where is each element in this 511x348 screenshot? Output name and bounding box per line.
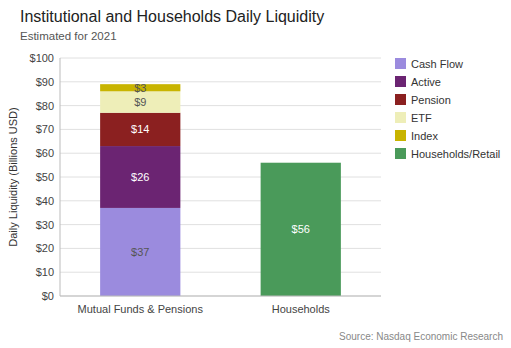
source: Source: Nasdaq Economic Research xyxy=(339,331,503,342)
legend: Cash Flow Active Pension ETF Index Households… xyxy=(395,58,500,160)
y-tick-label: $100 xyxy=(30,52,54,64)
legend-label: Active xyxy=(411,76,441,88)
legend-swatch xyxy=(395,94,406,105)
data-labels: $37 $26 $14 $9 $3 $56 xyxy=(131,82,310,258)
legend-label: Cash Flow xyxy=(411,58,463,70)
legend-swatch xyxy=(395,148,406,159)
data-label: $37 xyxy=(131,246,149,258)
y-tick-label: $10 xyxy=(36,266,54,278)
y-axis-label: Daily Liquidity (Billions USD) xyxy=(7,107,19,246)
bar-segment xyxy=(100,113,180,146)
legend-swatch xyxy=(395,130,406,141)
bars xyxy=(100,84,341,296)
y-tick-label: $50 xyxy=(36,171,54,183)
y-tick-label: $80 xyxy=(36,100,54,112)
x-tick-label: Households xyxy=(272,303,331,315)
grid-line xyxy=(60,81,381,82)
x-axis-line xyxy=(60,296,381,297)
legend-label: Index xyxy=(411,130,438,142)
subtitle: Estimated for 2021 xyxy=(20,30,117,42)
legend-label: ETF xyxy=(411,112,432,124)
data-label: $3 xyxy=(134,82,146,94)
x-axis: Mutual Funds & Pensions Households xyxy=(60,58,381,315)
y-axis: $0 $10 $20 $30 $40 $50 $60 $70 $80 $90 $100 xyxy=(30,52,381,302)
data-label: $26 xyxy=(131,171,149,183)
legend-label: Pension xyxy=(411,94,451,106)
legend-swatch xyxy=(395,58,406,69)
data-label: $14 xyxy=(131,123,149,135)
bar-segment xyxy=(100,208,180,296)
legend-label: Households/Retail xyxy=(411,148,500,160)
data-label: $9 xyxy=(134,96,146,108)
bar-segment xyxy=(261,163,341,296)
title: Institutional and Households Daily Liqui… xyxy=(20,8,324,25)
y-tick-label: $90 xyxy=(36,76,54,88)
data-label: $56 xyxy=(292,223,310,235)
chart: Institutional and Households Daily Liqui… xyxy=(0,0,511,348)
y-tick-label: $60 xyxy=(36,147,54,159)
y-tick-label: $40 xyxy=(36,195,54,207)
x-tick-label: Mutual Funds & Pensions xyxy=(78,303,204,315)
y-tick-label: $20 xyxy=(36,242,54,254)
legend-swatch xyxy=(395,112,406,123)
bar-segment xyxy=(100,146,180,208)
y-axis-line xyxy=(60,58,61,296)
y-tick-label: $0 xyxy=(42,290,54,302)
grid-line xyxy=(60,296,381,297)
y-tick-label: $70 xyxy=(36,123,54,135)
grid-line xyxy=(60,58,381,59)
legend-swatch xyxy=(395,76,406,87)
y-tick-label: $30 xyxy=(36,219,54,231)
bar-segment xyxy=(100,91,180,112)
